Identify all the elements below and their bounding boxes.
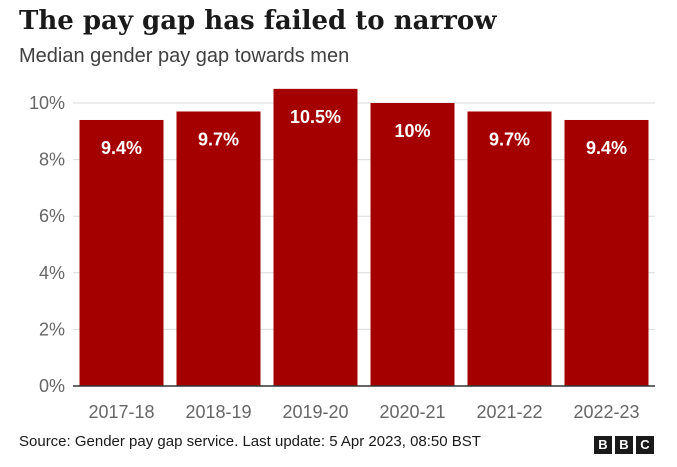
y-tick-label: 4% xyxy=(39,263,65,283)
bbc-logo: B B C xyxy=(594,436,654,454)
chart-subtitle: Median gender pay gap towards men xyxy=(19,45,350,67)
data-label: 10.5% xyxy=(290,107,341,127)
x-tick-label: 2017-18 xyxy=(88,402,154,422)
source-note: Source: Gender pay gap service. Last upd… xyxy=(19,433,481,450)
bar xyxy=(370,103,455,386)
y-tick-label: 0% xyxy=(39,376,65,396)
bar xyxy=(564,119,649,386)
bar xyxy=(273,88,358,386)
y-tick-label: 8% xyxy=(39,150,65,170)
data-label: 9.7% xyxy=(489,129,530,149)
data-label: 9.4% xyxy=(586,138,627,158)
bbc-logo-letter: B xyxy=(594,436,612,454)
bbc-logo-letter: C xyxy=(636,436,654,454)
x-tick-label: 2018-19 xyxy=(185,402,251,422)
data-label: 10% xyxy=(394,121,430,141)
bar xyxy=(79,119,164,386)
bar-chart: 0% 2% 4% 6% 8% 10% 9.4% 2017-18 9.7% 2018-19 10.5%… xyxy=(29,88,655,422)
bbc-logo-letter: B xyxy=(615,436,633,454)
y-tick-label: 10% xyxy=(29,93,65,113)
x-tick-label: 2019-20 xyxy=(282,402,348,422)
y-tick-label: 2% xyxy=(39,319,65,339)
data-label: 9.4% xyxy=(101,138,142,158)
bar xyxy=(176,111,261,387)
x-tick-label: 2020-21 xyxy=(379,402,445,422)
chart-title: The pay gap has failed to narrow xyxy=(19,6,497,36)
data-label: 9.7% xyxy=(198,129,239,149)
x-tick-label: 2021-22 xyxy=(476,402,542,422)
bar xyxy=(467,111,552,387)
x-tick-label: 2022-23 xyxy=(573,402,639,422)
y-tick-label: 6% xyxy=(39,206,65,226)
